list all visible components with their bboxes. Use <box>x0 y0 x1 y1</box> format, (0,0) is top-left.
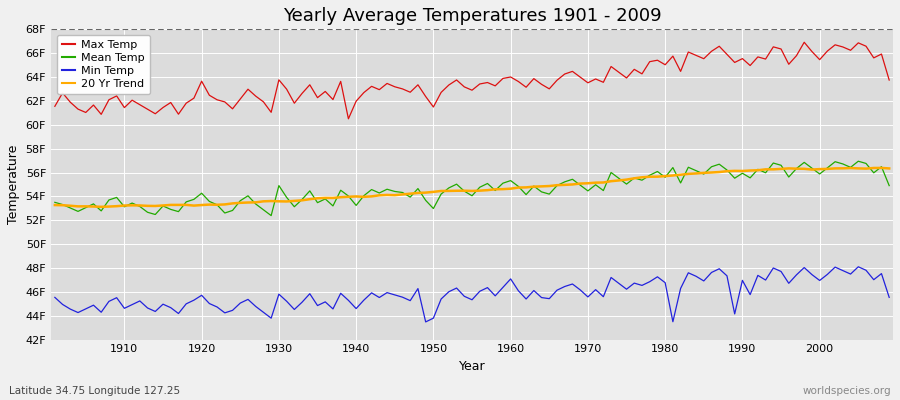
X-axis label: Year: Year <box>459 360 485 373</box>
Title: Yearly Average Temperatures 1901 - 2009: Yearly Average Temperatures 1901 - 2009 <box>283 7 662 25</box>
Text: worldspecies.org: worldspecies.org <box>803 386 891 396</box>
Text: Latitude 34.75 Longitude 127.25: Latitude 34.75 Longitude 127.25 <box>9 386 180 396</box>
Y-axis label: Temperature: Temperature <box>7 145 20 224</box>
Legend: Max Temp, Mean Temp, Min Temp, 20 Yr Trend: Max Temp, Mean Temp, Min Temp, 20 Yr Tre… <box>57 35 150 94</box>
